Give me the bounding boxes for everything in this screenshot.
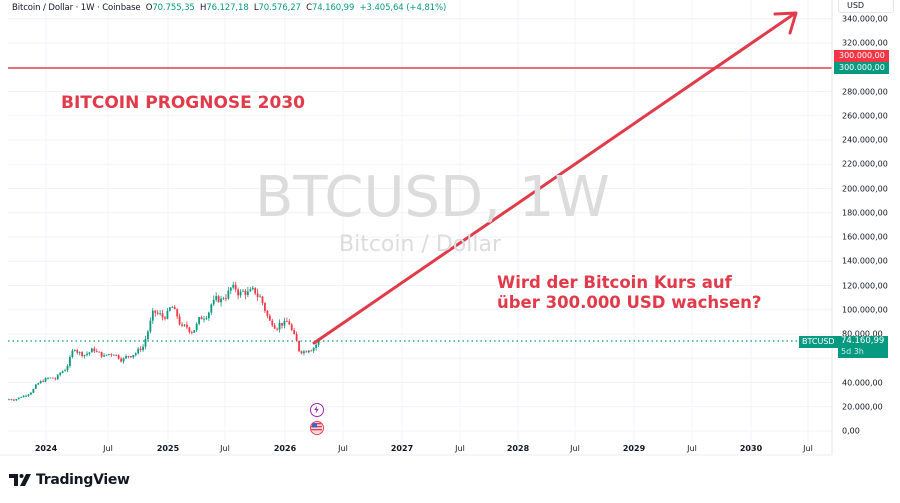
grid-lines <box>8 0 832 455</box>
tradingview-branding[interactable]: TradingView <box>9 472 130 488</box>
time-axis-label: 2024 <box>34 444 58 453</box>
time-axis-label: 2027 <box>390 444 414 453</box>
legend-open: 70.755,35 <box>152 3 195 13</box>
price-axis-label: 80.000,00 <box>842 329 883 339</box>
candlestick-series <box>8 281 320 402</box>
ohlc-legend: Bitcoin / Dollar · 1W · Coinbase O70.755… <box>12 3 447 13</box>
lightning-event-icon[interactable] <box>310 403 324 417</box>
price-axis-label: 20.000,00 <box>842 402 883 412</box>
time-axis-label: Jul <box>338 444 348 453</box>
target-price-tag-green: 300.000,00 <box>834 62 889 74</box>
headline-annotation[interactable]: BITCOIN PROGNOSE 2030 <box>61 93 306 113</box>
time-axis-label: Jul <box>687 444 697 453</box>
currency-button[interactable]: USD <box>838 0 894 13</box>
tradingview-logo-text: TradingView <box>36 472 130 488</box>
price-axis-label: 220.000,00 <box>842 159 888 169</box>
symbol-watermark-subtitle: Bitcoin / Dollar <box>339 232 501 257</box>
time-axis-label: Jul <box>570 444 580 453</box>
price-axis-label: 320.000,00 <box>842 38 888 48</box>
time-axis-label: Jul <box>455 444 465 453</box>
time-axis-label: Jul <box>220 444 230 453</box>
price-axis-label: 140.000,00 <box>842 256 888 266</box>
legend-low: 70.576,27 <box>258 3 301 13</box>
question-annotation-line2[interactable]: über 300.000 USD wachsen? <box>497 293 762 312</box>
last-price-tag: 74.160,99 5d 3h <box>838 336 888 358</box>
time-axis-label: 2026 <box>273 444 297 453</box>
time-axis-label: 2030 <box>739 444 763 453</box>
tradingview-logo-icon <box>9 474 31 486</box>
time-axis-label: Jul <box>803 444 813 453</box>
price-axis-label: 0,00 <box>842 426 860 436</box>
price-axis-label: 120.000,00 <box>842 281 888 290</box>
symbol-watermark: BTCUSD, 1W <box>255 165 610 230</box>
legend-change: +3.405,64 (+4,81%) <box>359 3 447 13</box>
price-axis-label: 340.000,00 <box>842 14 888 24</box>
legend-high: 76.127,18 <box>206 3 249 13</box>
price-axis-label: 160.000,00 <box>842 232 888 242</box>
time-axis-label: 2025 <box>156 444 180 453</box>
time-axis-label: Jul <box>103 444 113 453</box>
price-axis-label: 40.000,00 <box>842 378 883 387</box>
price-axis-label: 100.000,00 <box>842 305 888 315</box>
time-axis-label: 2029 <box>622 444 646 453</box>
bar-countdown: 5d 3h <box>841 347 864 356</box>
price-axis-label: 200.000,00 <box>842 184 888 193</box>
last-price-value: 74.160,99 <box>841 336 885 346</box>
target-price-tag-red: 300.000,00 <box>834 50 889 62</box>
price-axis-label: 280.000,00 <box>842 87 888 96</box>
symbol-price-tag: BTCUSD <box>799 336 838 348</box>
us-economic-event-icon[interactable] <box>310 421 324 435</box>
legend-symbol[interactable]: Bitcoin / Dollar · 1W · Coinbase <box>12 3 141 13</box>
price-axis-label: 180.000,00 <box>842 208 888 218</box>
forecast-arrow[interactable] <box>312 11 798 345</box>
legend-close: 74.160,99 <box>311 3 355 13</box>
price-axis-label: 240.000,00 <box>842 135 888 145</box>
price-axis-label: 260.000,00 <box>842 111 888 121</box>
question-annotation-line1[interactable]: Wird der Bitcoin Kurs auf <box>497 273 732 292</box>
time-axis-label: 2028 <box>506 444 530 453</box>
